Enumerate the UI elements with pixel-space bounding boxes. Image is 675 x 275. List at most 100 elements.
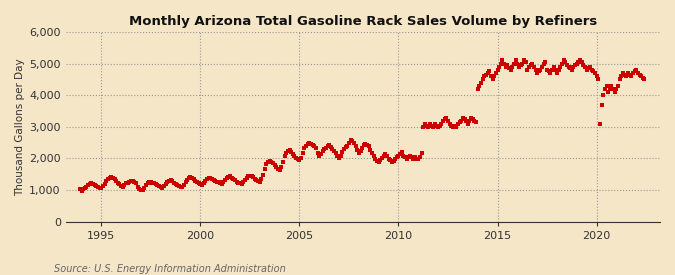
Point [489, 74, 500, 78]
Point [439, 117, 450, 122]
Point [372, 158, 383, 163]
Point [80, 185, 90, 190]
Point [402, 156, 412, 161]
Point [151, 182, 161, 187]
Point [622, 71, 633, 75]
Point [550, 68, 561, 72]
Point [177, 185, 188, 189]
Point [256, 177, 267, 182]
Point [220, 177, 231, 182]
Point [89, 183, 100, 187]
Point [551, 71, 562, 75]
Point [236, 182, 247, 186]
Point [434, 123, 445, 128]
Point [354, 151, 364, 155]
Point [315, 152, 326, 156]
Point [162, 180, 173, 184]
Point [246, 174, 257, 179]
Point [106, 175, 117, 179]
Point [170, 182, 181, 186]
Point [566, 68, 577, 72]
Point [587, 68, 597, 72]
Point [388, 158, 399, 163]
Point [192, 180, 202, 184]
Point [545, 71, 556, 75]
Point [491, 71, 502, 75]
Point [451, 125, 462, 129]
Point [277, 160, 288, 164]
Point [284, 148, 295, 152]
Point [581, 68, 592, 72]
Point [129, 180, 140, 184]
Point [629, 69, 640, 74]
Point [225, 174, 236, 179]
Point [458, 116, 468, 120]
Point [273, 167, 284, 171]
Point [344, 141, 354, 145]
Point [466, 116, 477, 120]
Point [481, 72, 491, 77]
Point [428, 125, 439, 129]
Point [404, 153, 415, 158]
Point [103, 177, 113, 181]
Point [572, 61, 583, 66]
Point [215, 181, 225, 185]
Point [573, 60, 584, 64]
Point [506, 68, 516, 72]
Point [515, 63, 526, 67]
Point [195, 182, 206, 186]
Point [482, 71, 493, 75]
Point [548, 65, 559, 69]
Point [429, 122, 440, 127]
Point [389, 156, 400, 161]
Point [325, 145, 336, 149]
Point [154, 184, 165, 188]
Point [267, 161, 278, 165]
Point [300, 144, 311, 148]
Point [479, 74, 490, 78]
Point [450, 123, 460, 128]
Point [345, 138, 356, 142]
Point [182, 178, 192, 182]
Point [190, 178, 201, 183]
Point [147, 180, 158, 185]
Point [248, 175, 259, 180]
Point [92, 185, 103, 189]
Point [406, 155, 417, 160]
Point [621, 74, 632, 78]
Point [107, 175, 118, 180]
Point [160, 182, 171, 186]
Point [565, 66, 576, 70]
Point [180, 180, 191, 184]
Point [608, 87, 618, 91]
Point [196, 183, 207, 187]
Point [218, 179, 229, 184]
Point [425, 122, 435, 127]
Point [91, 183, 102, 188]
Point [530, 68, 541, 72]
Point [495, 61, 506, 66]
Point [250, 177, 261, 181]
Point [279, 154, 290, 158]
Point [462, 122, 473, 126]
Point [113, 181, 124, 185]
Point [130, 181, 141, 185]
Point [276, 165, 287, 169]
Point [574, 58, 585, 63]
Point [360, 142, 371, 146]
Point [124, 180, 135, 184]
Point [148, 181, 159, 186]
Point [604, 87, 615, 91]
Point [309, 144, 320, 149]
Point [142, 181, 153, 185]
Point [172, 183, 183, 187]
Point [289, 154, 300, 158]
Point [145, 179, 156, 184]
Point [119, 183, 130, 187]
Point [595, 122, 605, 126]
Point [362, 142, 373, 147]
Point [208, 177, 219, 182]
Point [562, 63, 572, 67]
Point [188, 177, 199, 182]
Point [136, 188, 146, 192]
